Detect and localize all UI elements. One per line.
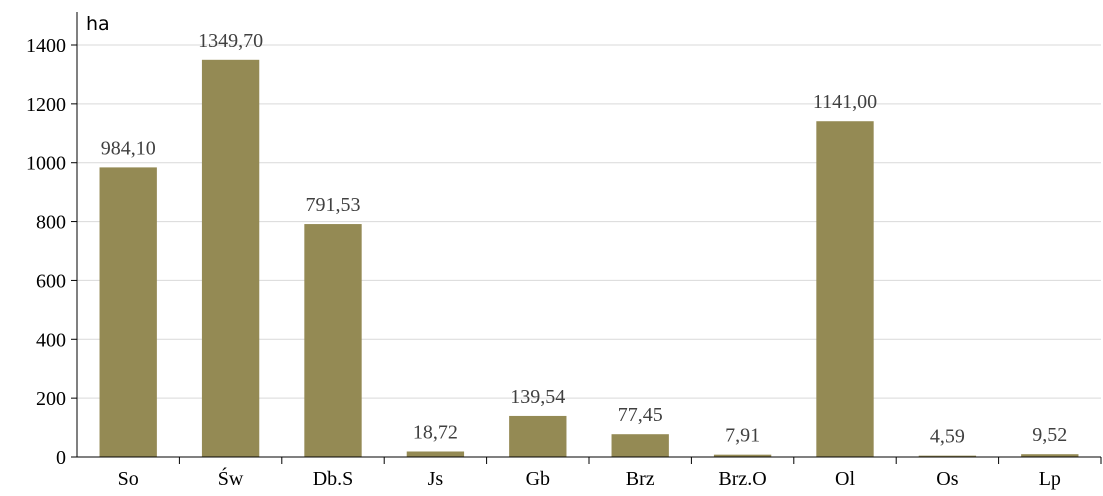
bar-lp [1021, 454, 1079, 457]
x-tick-labels: So Św Db.S Js Gb Brz Brz.O Ol Os Lp [118, 466, 1061, 490]
axes [71, 12, 1102, 464]
x-tick-label: Db.S [313, 468, 354, 490]
y-tick-label: 1400 [26, 35, 66, 57]
bar-gb [509, 415, 567, 457]
x-tick-label: Js [428, 468, 444, 490]
y-tick-label: 600 [36, 270, 66, 292]
x-tick-label: Gb [526, 468, 550, 490]
y-tick-label: 0 [56, 447, 66, 469]
x-tick-label: Św [218, 466, 244, 490]
y-tick-labels: 0 200 400 600 800 1000 1200 1400 [26, 35, 66, 469]
x-tick-label: Os [936, 468, 958, 490]
x-tick-label: Brz [626, 468, 655, 490]
y-axis-unit-label: ha [86, 13, 110, 35]
x-tick-label: Brz.O [718, 468, 766, 490]
bars [99, 59, 1079, 457]
data-label: 1349,70 [198, 30, 263, 52]
bar-os [918, 455, 977, 457]
data-label: 9,52 [1032, 424, 1067, 446]
bar-brz-o [713, 454, 772, 457]
x-tick-label: Ol [835, 468, 855, 490]
data-label: 18,72 [413, 421, 458, 443]
x-tick-label: Lp [1039, 468, 1061, 490]
data-label: 984,10 [101, 137, 156, 159]
data-label: 1141,00 [813, 91, 877, 113]
data-label: 139,54 [510, 386, 565, 408]
x-tick-label: So [118, 468, 139, 490]
y-tick-label: 1000 [26, 153, 66, 175]
y-tick-label: 400 [36, 329, 66, 351]
data-labels: 984,10 1349,70 791,53 18,72 139,54 77,45 7,91 1… [101, 30, 1068, 448]
bar--w [201, 59, 260, 457]
data-label: 7,91 [725, 425, 760, 447]
bar-so [99, 167, 157, 457]
y-tick-label: 1200 [26, 94, 66, 116]
y-tick-label: 800 [36, 212, 66, 234]
data-label: 77,45 [618, 404, 663, 426]
y-tick-label: 200 [36, 388, 66, 410]
data-label: 4,59 [930, 426, 965, 448]
bar-db-s [304, 224, 362, 457]
bar-ol [816, 121, 874, 457]
bar-js [406, 451, 465, 457]
data-label: 791,53 [306, 194, 361, 216]
bar-brz [611, 434, 669, 457]
